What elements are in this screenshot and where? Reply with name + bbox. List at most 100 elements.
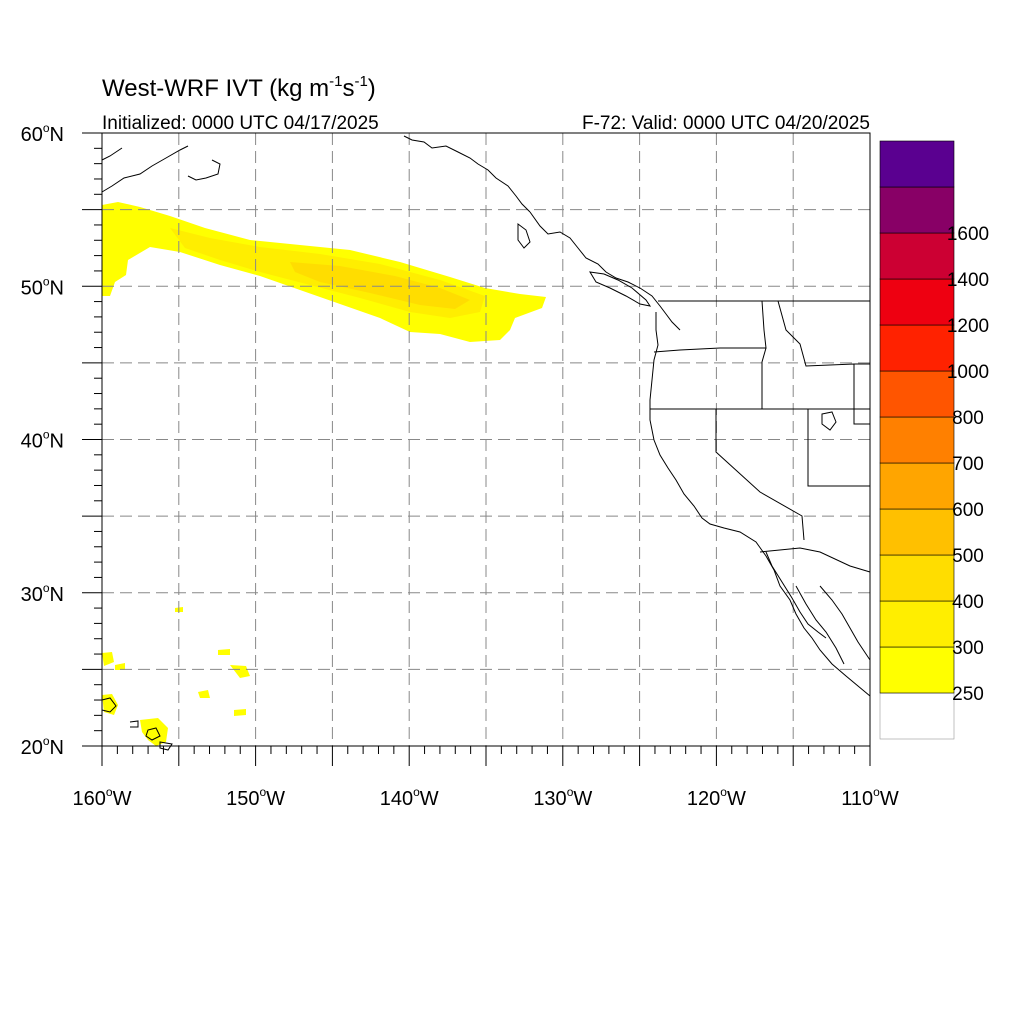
colorbar-label: 1600	[947, 224, 989, 245]
ivt-hawaii-250-f	[234, 709, 246, 716]
ivt-plume-400	[290, 262, 470, 309]
baja-california	[765, 551, 845, 665]
alaska-coastline	[101, 135, 531, 213]
coastlines	[101, 135, 871, 751]
colorbar-label: 1000	[947, 362, 989, 383]
lat-label-num: 50	[21, 277, 43, 299]
colorbar-label: 250	[952, 684, 984, 705]
mexico-mainland	[819, 585, 871, 661]
title-mid: s	[342, 75, 354, 102]
lat-label: 50oN	[21, 274, 64, 299]
lat-label-deg: o	[43, 581, 50, 595]
lat-label-hem: N	[50, 737, 64, 759]
lon-label: 110oW	[841, 785, 899, 810]
colorbar-label: 600	[952, 500, 984, 521]
idaho-montana-border	[777, 300, 855, 409]
lon-label-hem: W	[880, 788, 899, 810]
lon-label-num: 110	[841, 788, 873, 810]
lon-label-hem: W	[420, 788, 439, 810]
colorbar-labels: 250 300 400 500 600 700 800 1000 1200 1400 1600	[947, 224, 989, 705]
ivt-hawaii-250-c	[140, 718, 168, 746]
title-main: West-WRF IVT (kg m	[102, 75, 329, 102]
ivt-hawaii-250-h	[115, 663, 125, 670]
hawaii-islands	[101, 697, 173, 751]
gridlines	[102, 133, 870, 746]
oregon-idaho-border	[761, 347, 767, 409]
colorbar-swatch	[879, 462, 955, 510]
ivt-hawaii-250-e	[198, 690, 210, 698]
lat-label-hem: N	[50, 584, 64, 606]
colorbar-label: 700	[952, 454, 984, 475]
lon-label-deg: o	[106, 785, 113, 799]
colorbar	[879, 140, 955, 740]
initialized-label: Initialized: 0000 UTC 04/17/2025	[102, 113, 379, 134]
washington-oregon-border	[653, 300, 767, 353]
lon-label: 150oW	[226, 785, 285, 810]
lat-label-num: 40	[21, 431, 43, 453]
canada-coastline	[529, 211, 681, 331]
colorbar-label: 400	[952, 592, 984, 613]
ivt-hawaii-250-d	[230, 665, 250, 678]
colorbar-swatch	[879, 646, 955, 694]
lon-label: 140oW	[380, 785, 439, 810]
ivt-hawaii-250-a	[102, 652, 114, 666]
title-sup2: -1	[354, 73, 367, 90]
us-mexico-border	[759, 547, 871, 573]
vancouver-island	[589, 271, 652, 307]
lon-label-hem: W	[113, 788, 132, 810]
lat-label-num: 30	[21, 584, 43, 606]
colorbar-swatch	[879, 600, 955, 648]
lon-label-deg: o	[720, 785, 727, 799]
lat-label-hem: N	[50, 277, 64, 299]
colorbar-label: 800	[952, 408, 984, 429]
lon-label-deg: o	[413, 785, 420, 799]
lon-label-deg: o	[259, 785, 266, 799]
lat-label-hem: N	[50, 124, 64, 146]
lon-label-num: 160	[73, 788, 106, 810]
lon-label: 130oW	[533, 785, 592, 810]
us-west-coastline	[649, 312, 871, 697]
lat-label-num: 20	[21, 737, 43, 759]
ivt-shading	[102, 202, 546, 746]
chart-title: West-WRF IVT (kg m-1s-1)	[102, 73, 376, 102]
lat-label-deg: o	[43, 734, 50, 748]
great-salt-lake	[821, 411, 837, 431]
colorbar-swatch	[879, 370, 955, 418]
colorbar-label: 1200	[947, 316, 989, 337]
valid-label: F-72: Valid: 0000 UTC 04/20/2025	[582, 113, 870, 134]
colorbar-swatch	[879, 324, 955, 372]
nevada-california-border	[715, 409, 805, 541]
map-panel	[101, 132, 871, 751]
colorbar-swatch	[879, 232, 955, 280]
lat-label: 20oN	[21, 734, 64, 759]
lon-label-num: 120	[687, 788, 720, 810]
colorbar-swatch	[879, 278, 955, 326]
lon-label-deg: o	[567, 785, 574, 799]
lat-label-deg: o	[43, 428, 50, 442]
lon-label-hem: W	[727, 788, 746, 810]
lat-label-deg: o	[43, 121, 50, 135]
lon-label: 160oW	[73, 785, 132, 810]
lon-label-hem: W	[573, 788, 592, 810]
lat-label: 40oN	[21, 428, 64, 453]
colorbar-swatch	[879, 692, 955, 740]
title-sup1: -1	[329, 73, 342, 90]
utah-wyoming-border	[853, 409, 870, 425]
lat-label-num: 60	[21, 124, 43, 146]
colorbar-swatch	[879, 554, 955, 602]
colorbar-swatch	[879, 140, 955, 188]
lat-label-deg: o	[43, 274, 50, 288]
colorbar-label: 500	[952, 546, 984, 567]
axis-ticks	[82, 132, 871, 766]
lat-label: 60oN	[21, 121, 64, 146]
ivt-hawaii-250-i	[218, 649, 230, 655]
lat-label-hem: N	[50, 431, 64, 453]
lon-label-hem: W	[266, 788, 285, 810]
longitude-labels: 160oW 150oW 140oW 130oW 120oW 110oW	[73, 785, 899, 810]
colorbar-label: 1400	[947, 270, 989, 291]
nevada-utah-border	[807, 409, 870, 487]
lat-label: 30oN	[21, 581, 64, 606]
colorbar-swatch	[879, 186, 955, 234]
